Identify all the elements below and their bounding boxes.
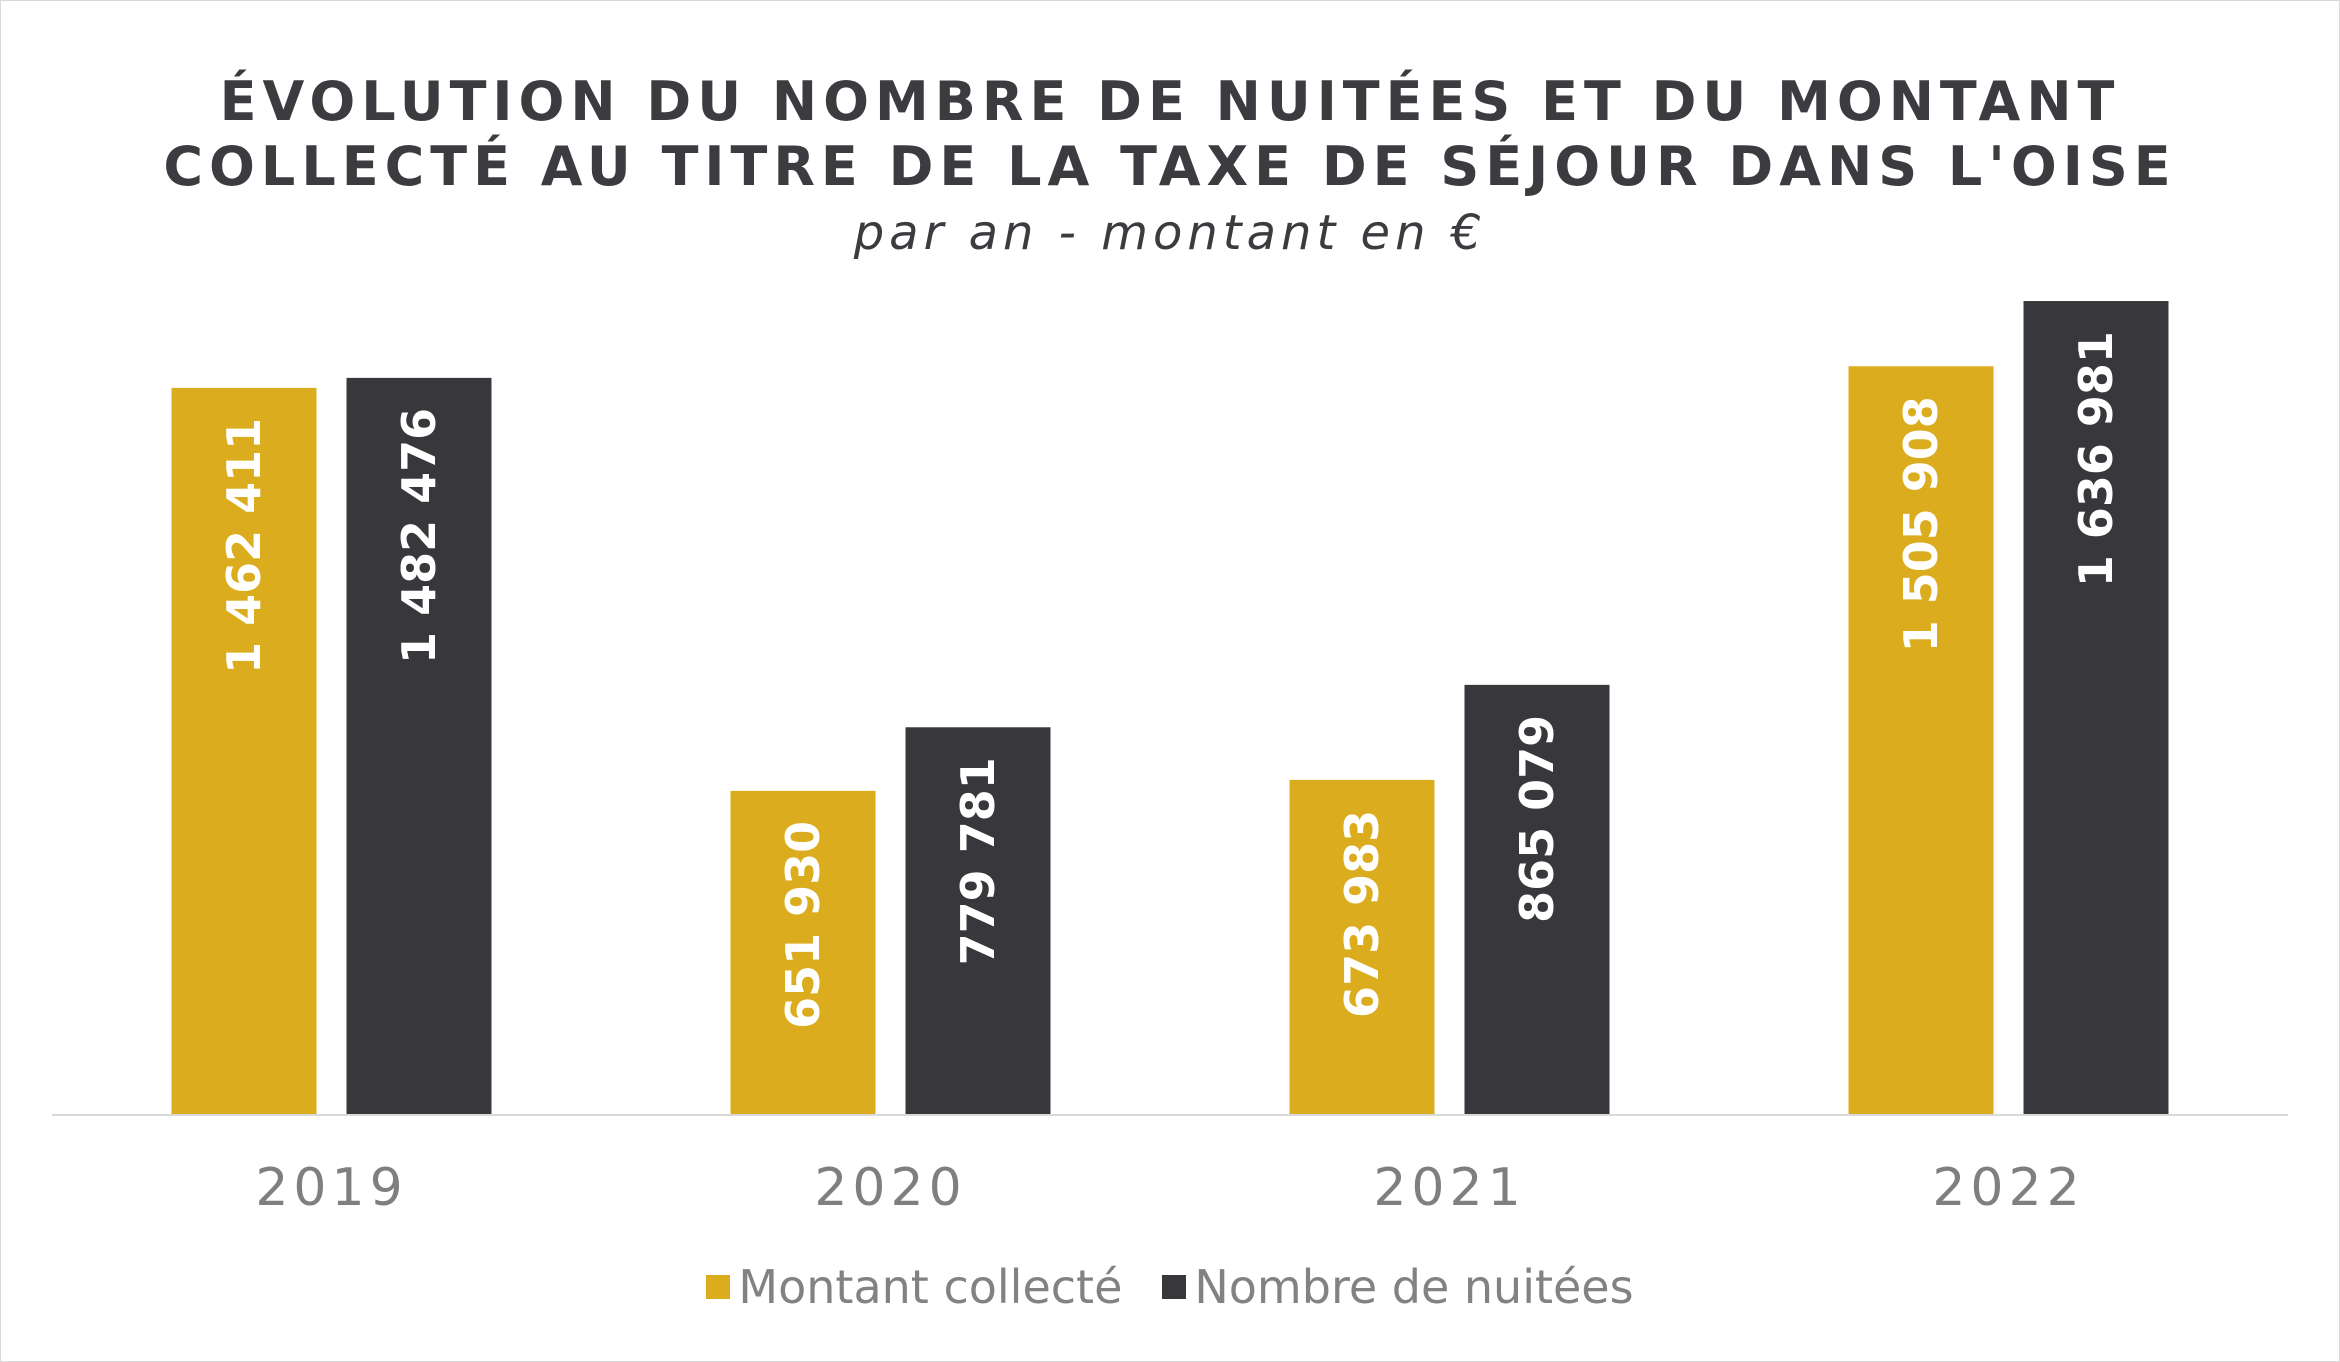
chart-title-line-2: COLLECTÉ AU TITRE DE LA TAXE DE SÉJOUR D… xyxy=(163,135,2177,198)
bar-nuitees-2021 xyxy=(1464,684,1610,1115)
chart-subtitle: par an - montant en € xyxy=(853,205,1487,261)
legend-item-montant: Montant collecté xyxy=(706,1260,1122,1314)
legend: Montant collecté Nombre de nuitées xyxy=(0,1260,2340,1314)
bar-nuitees-2022 xyxy=(2023,301,2169,1116)
x-tick-label-2022: 2022 xyxy=(1932,1158,2084,1218)
bar-montant-2022 xyxy=(1848,366,1994,1115)
bar-montant-2019 xyxy=(171,387,317,1115)
data-label-nuitees-2022: 1 636 981 xyxy=(2069,331,2123,587)
legend-label-montant: Montant collecté xyxy=(738,1260,1123,1314)
x-tick-label-2021: 2021 xyxy=(1373,1158,1525,1218)
x-tick-label-2020: 2020 xyxy=(814,1158,966,1218)
data-label-montant-2022: 1 505 908 xyxy=(1894,396,1948,652)
bar-montant-2021 xyxy=(1289,779,1435,1115)
bar-nuitees-2019 xyxy=(346,377,492,1115)
x-tick-labels: 2019 2020 2021 2022 xyxy=(255,1158,2084,1218)
data-label-nuitees-2019: 1 482 476 xyxy=(392,408,446,664)
data-label-nuitees-2021: 865 079 xyxy=(1510,715,1564,923)
data-label-montant-2019: 1 462 411 xyxy=(217,418,271,674)
bar-montant-2020 xyxy=(730,790,876,1115)
bar-nuitees-2020 xyxy=(905,727,1051,1115)
bars-layer: 1 462 411 1 482 476 651 930 779 781 673 983 8… xyxy=(171,301,2169,1116)
data-label-montant-2021: 673 983 xyxy=(1335,810,1389,1018)
legend-label-nuitees: Nombre de nuitées xyxy=(1194,1260,1634,1314)
legend-swatch-nuitees xyxy=(1162,1275,1187,1299)
x-tick-label-2019: 2019 xyxy=(255,1158,407,1218)
legend-swatch-montant xyxy=(706,1275,731,1299)
data-label-montant-2020: 651 930 xyxy=(776,821,830,1029)
data-label-nuitees-2020: 779 781 xyxy=(951,757,1005,965)
legend-item-nuitees: Nombre de nuitées xyxy=(1162,1260,1634,1314)
chart-title-line-1: ÉVOLUTION DU NOMBRE DE NUITÉES ET DU MON… xyxy=(219,70,2121,133)
